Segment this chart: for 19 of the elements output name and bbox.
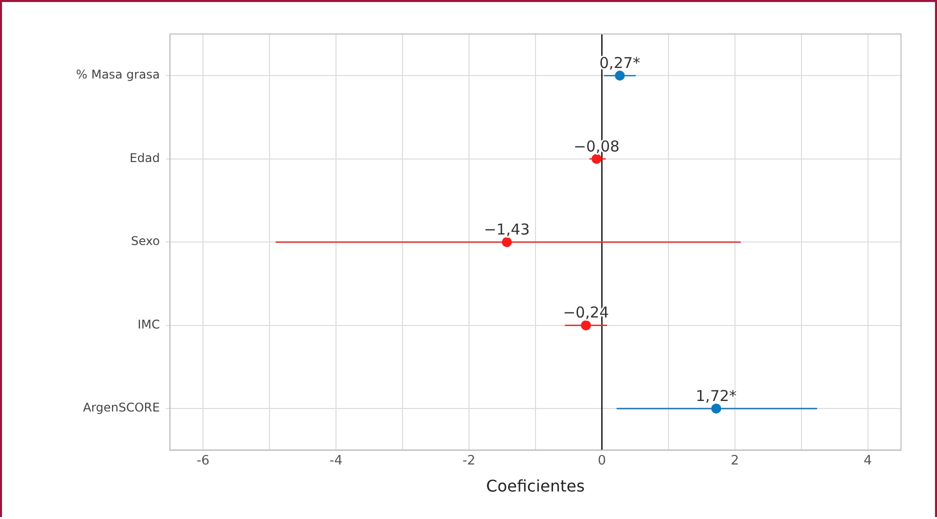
point: [614, 70, 625, 81]
point: [580, 320, 591, 330]
x-tick-label: -4: [330, 453, 343, 468]
point: [592, 154, 602, 164]
data-label: −1,43: [484, 220, 530, 238]
point: [502, 237, 512, 248]
y-tick-label: Sexo: [130, 234, 160, 248]
data-label: 1,72*: [696, 386, 738, 405]
y-tick-label: % Masa grasa: [76, 68, 160, 82]
point: [711, 404, 722, 414]
y-tick-label: IMC: [138, 317, 160, 332]
x-tick-label: 4: [864, 453, 872, 468]
x-tick-label: -2: [462, 453, 476, 468]
y-tick-label: Edad: [130, 150, 160, 165]
x-tick-label: 0: [598, 453, 606, 468]
x-tick-label: -6: [196, 453, 210, 468]
x-axis-title: Coeficientes: [486, 476, 585, 496]
x-tick-label: 2: [730, 453, 739, 468]
y-tick-label: ArgenSCORE: [82, 400, 160, 415]
